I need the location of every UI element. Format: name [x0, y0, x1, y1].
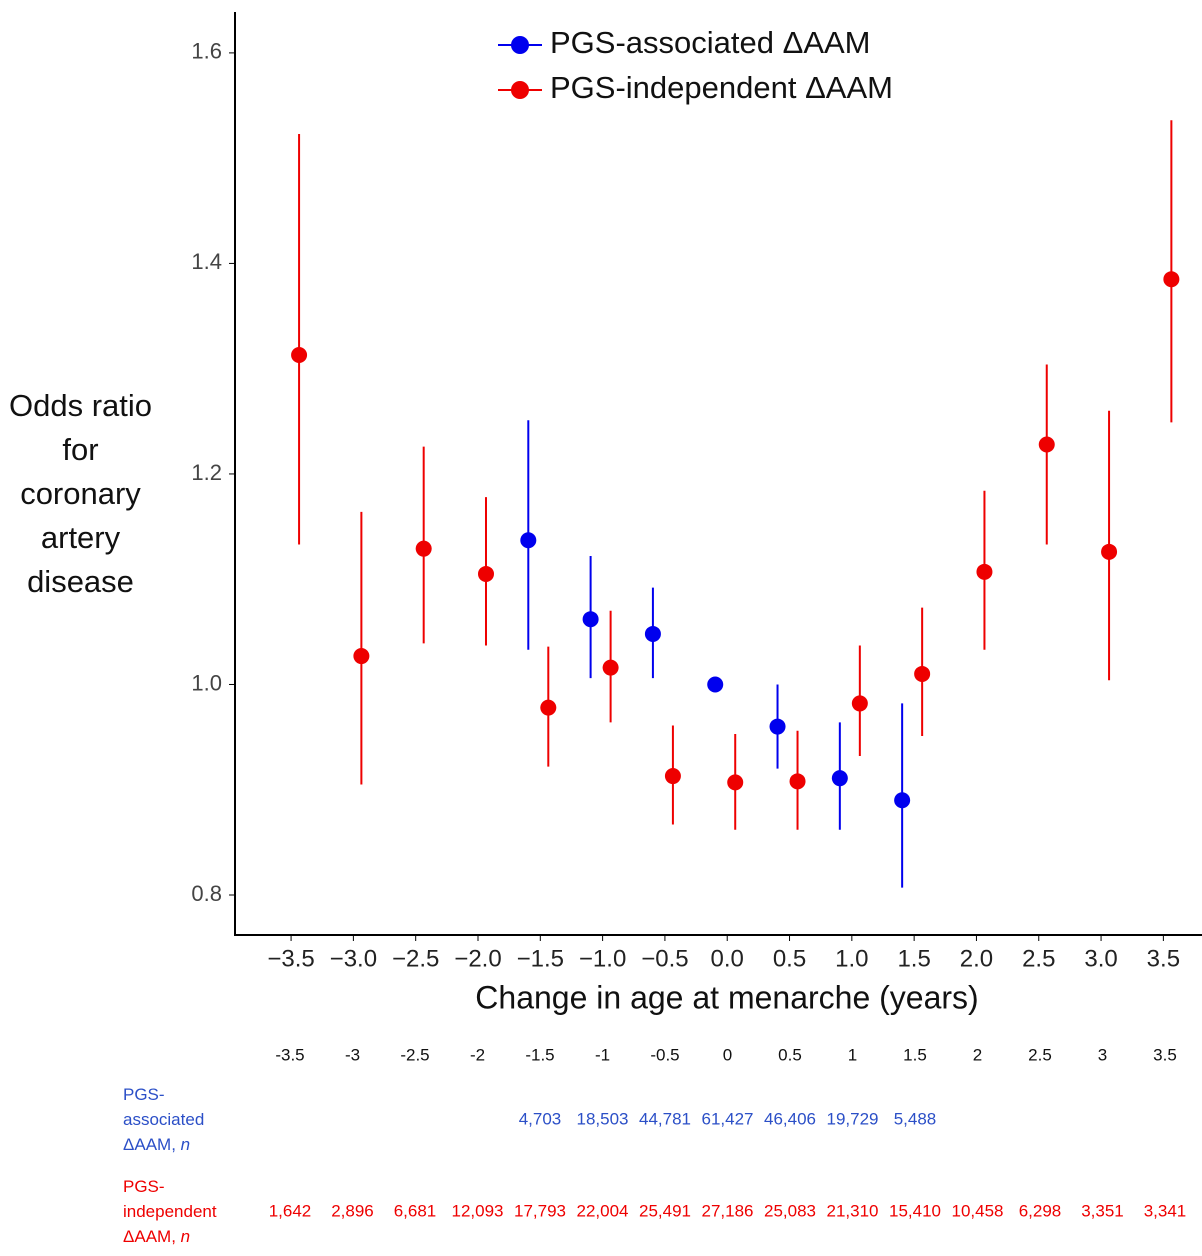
- table-cell: 6,681: [394, 1201, 437, 1220]
- point: [520, 532, 537, 549]
- legend-dot: [511, 81, 529, 99]
- table-column-header: -1.5: [525, 1045, 554, 1064]
- point: [1038, 436, 1055, 453]
- row-label: PGS-associated ΔAAM, n: [123, 1082, 223, 1157]
- point: [707, 676, 724, 693]
- table-column-header: 3: [1098, 1045, 1107, 1064]
- row-label-text: PGS-associated ΔAAM,: [123, 1085, 205, 1154]
- point: [644, 625, 661, 642]
- x-tick-label: 0.5: [773, 945, 806, 972]
- point: [769, 718, 786, 735]
- table-cell: 2,896: [331, 1201, 374, 1220]
- table-cell: 4,703: [519, 1109, 562, 1128]
- table-column-header: 2: [973, 1045, 982, 1064]
- row-label-unit: n: [180, 1135, 191, 1154]
- point: [1101, 543, 1118, 560]
- table-column-header: -3.5: [275, 1045, 304, 1064]
- table-cell: 10,458: [952, 1201, 1004, 1220]
- table-cell: 17,793: [514, 1201, 566, 1220]
- table-cell: 27,186: [702, 1201, 754, 1220]
- table-column-header: -1: [595, 1045, 610, 1064]
- legend-dot: [511, 36, 529, 54]
- point: [831, 770, 848, 787]
- x-tick-label: −1.5: [517, 945, 564, 972]
- point: [976, 563, 993, 580]
- legend-label: PGS-associated ΔAAM: [550, 25, 871, 60]
- x-tick-label: 2.5: [1022, 945, 1055, 972]
- point: [291, 347, 308, 363]
- table-cell: 19,729: [827, 1109, 879, 1128]
- x-tick-label: −1.0: [579, 945, 626, 972]
- x-tick-label: 0.0: [711, 945, 744, 972]
- table-cell: 1,642: [269, 1201, 312, 1220]
- table-cell: 3,351: [1081, 1201, 1124, 1220]
- y-axis-label: Odds ratio for coronary artery disease: [8, 388, 152, 599]
- y-tick-label: 1.4: [191, 249, 222, 274]
- y-tick-label: 0.8: [191, 881, 222, 906]
- table-cell: 6,298: [1019, 1201, 1062, 1220]
- point: [602, 659, 619, 676]
- row-label: PGS-independent ΔAAM, n: [123, 1174, 223, 1249]
- point: [353, 648, 370, 665]
- table-cell: 61,427: [702, 1109, 754, 1128]
- table-cell: 46,406: [764, 1109, 816, 1128]
- x-tick-label: −3.5: [267, 945, 314, 972]
- table-cell: 12,093: [452, 1201, 504, 1220]
- table-cell: 5,488: [894, 1109, 937, 1128]
- table-column-header: -0.5: [650, 1045, 679, 1064]
- table-cell: 44,781: [639, 1109, 691, 1128]
- table-column-header: 0.5: [778, 1045, 802, 1064]
- table-cell: 3,341: [1144, 1201, 1187, 1220]
- x-tick-label: −3.0: [330, 945, 377, 972]
- table-column-header: -2.5: [400, 1045, 429, 1064]
- table-cell: 18,503: [577, 1109, 629, 1128]
- point: [415, 540, 432, 557]
- table-cell: 15,410: [889, 1201, 941, 1220]
- y-tick-label: 1.0: [191, 670, 222, 695]
- x-tick-label: 1.0: [835, 945, 868, 972]
- y-tick-label: 1.2: [191, 460, 222, 485]
- table-column-header: 2.5: [1028, 1045, 1052, 1064]
- table-column-header: 0: [723, 1045, 732, 1064]
- table-column-header: 3.5: [1153, 1045, 1177, 1064]
- x-tick-label: −0.5: [641, 945, 688, 972]
- x-tick-label: 3.0: [1084, 945, 1117, 972]
- table-column-header: -3: [345, 1045, 360, 1064]
- x-tick-label: 1.5: [897, 945, 930, 972]
- y-tick-label: 1.6: [191, 39, 222, 64]
- point: [789, 773, 806, 790]
- point: [851, 695, 868, 712]
- x-tick-label: 2.0: [960, 945, 993, 972]
- table-column-header: 1.5: [903, 1045, 927, 1064]
- legend-label: PGS-independent ΔAAM: [550, 70, 893, 105]
- table-column-header: -2: [470, 1045, 485, 1064]
- x-tick-label: −2.5: [392, 945, 439, 972]
- point: [582, 611, 599, 628]
- x-tick-label: 3.5: [1147, 945, 1180, 972]
- row-label-text: PGS-independent ΔAAM,: [123, 1177, 217, 1246]
- table-cell: 22,004: [577, 1201, 629, 1220]
- x-axis-label: Change in age at menarche (years): [475, 979, 978, 1015]
- point: [664, 768, 681, 785]
- point: [1163, 271, 1180, 288]
- table-column-header: 1: [848, 1045, 857, 1064]
- x-tick-label: −2.0: [454, 945, 501, 972]
- table-cell: 25,083: [764, 1201, 816, 1220]
- point: [540, 699, 557, 716]
- row-label-unit: n: [180, 1227, 191, 1246]
- point: [894, 792, 911, 809]
- point: [477, 565, 494, 582]
- table-cell: 25,491: [639, 1201, 691, 1220]
- point: [914, 665, 931, 682]
- table-cell: 21,310: [827, 1201, 879, 1220]
- point: [727, 774, 744, 791]
